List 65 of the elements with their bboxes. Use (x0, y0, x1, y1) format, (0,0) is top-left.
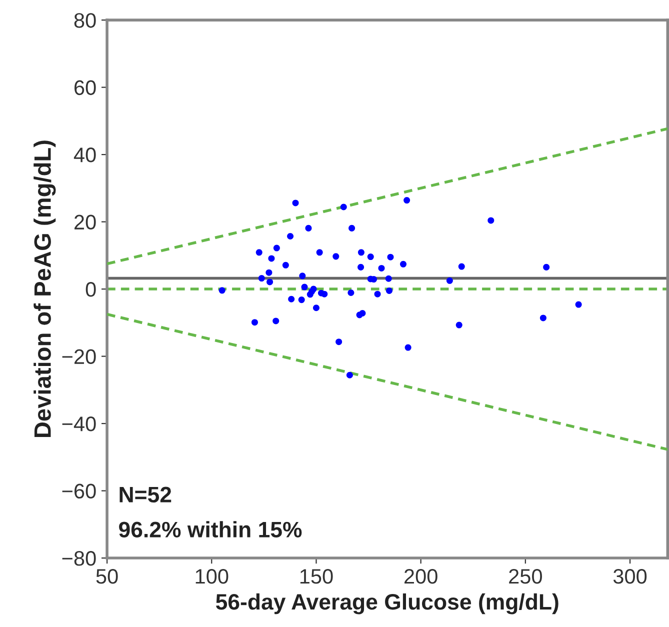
point (488, 217, 494, 224)
point (316, 249, 323, 256)
y-tick-label: −20 (62, 349, 96, 364)
point (458, 263, 465, 270)
y-tick-label: 40 (74, 148, 96, 162)
y-tick-label: −80 (62, 551, 96, 566)
x-tick-label: 50 (96, 568, 118, 584)
point (287, 233, 294, 240)
point (310, 286, 317, 292)
point (312, 304, 320, 312)
point (251, 319, 258, 326)
point (543, 264, 550, 270)
point (358, 264, 364, 270)
point (348, 289, 354, 296)
point (400, 260, 407, 268)
point (358, 249, 364, 256)
point (359, 310, 366, 317)
point (385, 275, 392, 282)
point (288, 296, 295, 302)
point (299, 272, 306, 280)
point (367, 254, 374, 260)
y-tick-label: 0 (86, 282, 96, 297)
point (346, 372, 353, 378)
point (404, 344, 412, 351)
point (258, 275, 265, 282)
point (305, 224, 312, 232)
annotation: 96.2% within 15% (119, 521, 302, 538)
point (282, 262, 289, 268)
point (456, 322, 462, 328)
x-tick-label: 150 (300, 568, 333, 584)
point (387, 254, 394, 260)
x-axis-title: 56-day Average Glucose (mg/dL) (216, 593, 558, 614)
y-tick-label: 20 (74, 214, 96, 230)
y-axis-title: Deviation of PeAG (mg/dL) (34, 140, 56, 437)
y-tick-label: −40 (62, 416, 96, 432)
point (378, 264, 385, 272)
point (273, 244, 280, 252)
point (321, 290, 328, 298)
point (575, 301, 582, 308)
y-tick-label: 80 (74, 13, 96, 28)
point (348, 224, 356, 232)
point (266, 278, 274, 286)
point (340, 204, 347, 210)
y-tick-label: −60 (62, 484, 96, 499)
point (268, 255, 275, 262)
point (446, 277, 453, 284)
point (298, 296, 305, 304)
point (256, 249, 262, 256)
x-tick-label: 250 (509, 568, 542, 584)
x-tick-label: 100 (196, 568, 228, 584)
x-tick-label: 300 (613, 568, 647, 584)
x-tick-label: 200 (404, 568, 438, 584)
point (266, 269, 272, 276)
point (386, 287, 392, 294)
point (336, 338, 342, 346)
point (272, 318, 280, 324)
point (301, 284, 308, 290)
point (292, 200, 299, 206)
point (404, 197, 410, 204)
y-tick-label: 60 (74, 80, 96, 96)
annotation: N=52 (120, 486, 172, 503)
point (374, 290, 381, 298)
point (218, 287, 226, 294)
point (540, 314, 546, 322)
point (332, 253, 340, 260)
